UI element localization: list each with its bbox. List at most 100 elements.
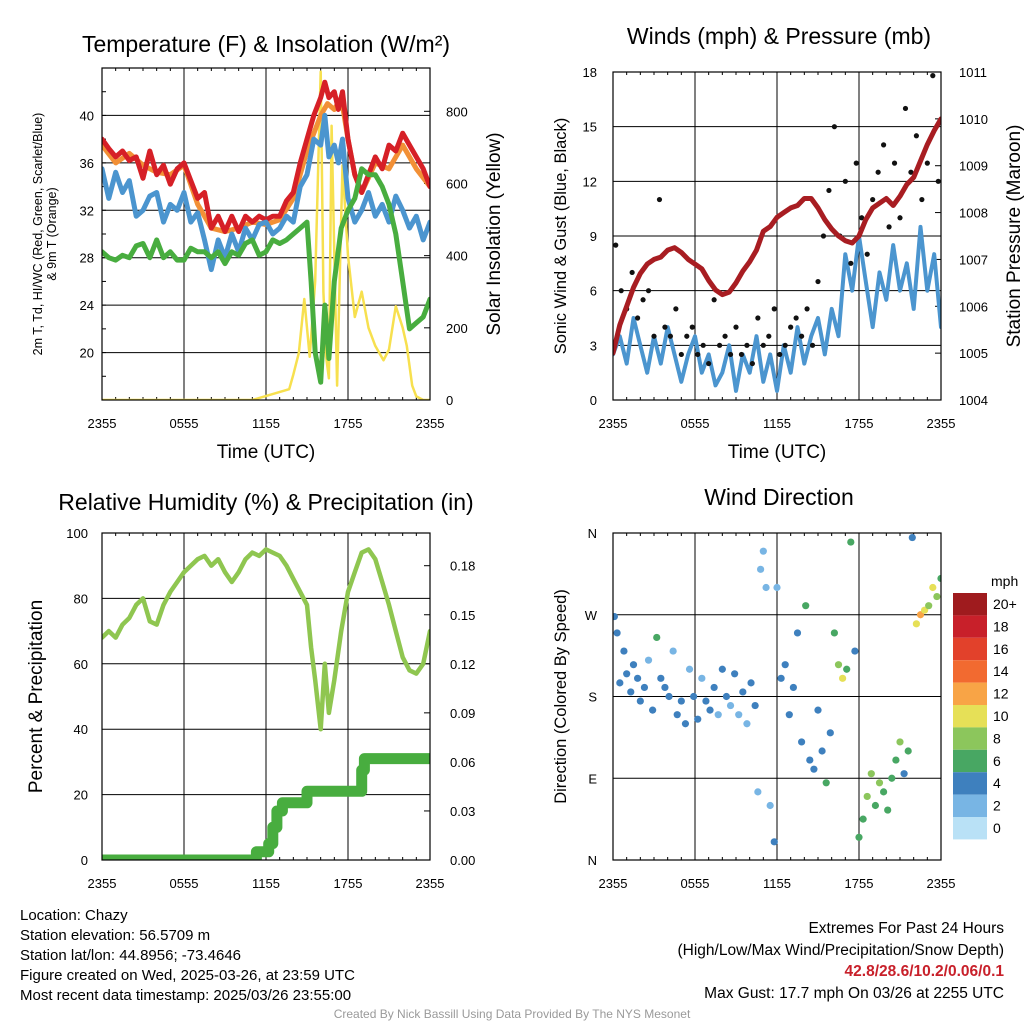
- gust-point: [809, 342, 816, 348]
- extremes-title: Extremes For Past 24 Hours: [808, 920, 1004, 937]
- direction-point: [665, 692, 673, 701]
- direction-point: [826, 729, 834, 737]
- direction-point: [770, 838, 778, 846]
- plot-border: [612, 71, 942, 401]
- plot-area: [102, 70, 430, 400]
- x-tick-label: 2355: [927, 876, 956, 891]
- direction-point: [629, 661, 638, 669]
- y-tick-label: 18: [583, 65, 597, 80]
- y-tick-label: 40: [80, 108, 94, 123]
- direction-point: [785, 711, 793, 719]
- direction-point: [636, 697, 644, 705]
- y-right-tick-label: 0: [446, 393, 453, 408]
- direction-point: [888, 774, 896, 782]
- gust-point: [695, 351, 701, 358]
- direction-point: [814, 706, 822, 714]
- gust-point: [831, 124, 838, 130]
- gust-point: [782, 342, 788, 348]
- x-tick-label: 1155: [763, 416, 791, 431]
- direction-point: [754, 788, 762, 796]
- gust-point: [820, 233, 827, 239]
- figure-created: Figure created on Wed, 2025-03-26, at 23…: [20, 967, 355, 984]
- gust-point: [629, 269, 635, 276]
- direction-point: [757, 565, 765, 573]
- y-right-tick-label: 1005: [959, 346, 988, 361]
- x-tick-label: 2355: [88, 416, 117, 431]
- gust-point: [711, 297, 717, 303]
- direction-point: [702, 697, 710, 705]
- plot-area: [613, 73, 941, 393]
- gust-point: [662, 324, 668, 330]
- legend-swatch: [953, 817, 987, 840]
- series-line-hi-wc: [102, 112, 430, 273]
- series-line-relative-humidity: [102, 547, 430, 732]
- x-tick-label: 2355: [88, 876, 117, 891]
- y-right-tick-label: 600: [446, 176, 468, 191]
- x-tick-label: 0555: [170, 416, 199, 431]
- gust-point: [930, 73, 936, 79]
- gust-point: [689, 324, 695, 330]
- gust-point: [891, 160, 898, 166]
- direction-point: [694, 715, 702, 723]
- legend-swatch: [953, 682, 987, 705]
- direction-point: [649, 706, 657, 714]
- direction-point: [793, 629, 802, 637]
- x-tick-label: 1155: [252, 416, 280, 431]
- gust-point: [640, 297, 646, 303]
- y-right-tick-label: 0.15: [450, 608, 475, 623]
- y-right-tick-label: 0.03: [450, 804, 475, 819]
- plot-border: [612, 532, 942, 861]
- direction-point: [747, 679, 755, 687]
- gust-point: [870, 196, 876, 203]
- gust-point: [722, 333, 728, 339]
- gust-point: [733, 324, 739, 330]
- panel-title: Relative Humidity (%) & Precipitation (i…: [58, 489, 473, 515]
- gust-point: [788, 324, 794, 330]
- direction-point: [731, 670, 739, 678]
- x-axis-label: Time (UTC): [217, 442, 316, 463]
- legend-swatch: [953, 660, 987, 683]
- direction-point: [855, 833, 863, 841]
- gust-point: [678, 351, 684, 358]
- series-line-station-pressure: [613, 116, 941, 356]
- direction-point: [726, 701, 735, 710]
- gust-point: [875, 169, 881, 175]
- y-right-tick-label: 0.06: [450, 755, 475, 770]
- y-right-tick-label: 1004: [959, 393, 988, 408]
- direction-point: [623, 670, 631, 678]
- direction-point: [789, 683, 798, 692]
- direction-point: [616, 679, 624, 687]
- gust-point: [738, 351, 745, 358]
- gust-point: [755, 315, 761, 321]
- series-line-precipitation: [102, 753, 430, 860]
- extremes-block: Extremes For Past 24 Hours (High/Low/Max…: [678, 918, 1005, 1004]
- y-right-tick-label: 1008: [959, 206, 988, 221]
- y-right-tick-label: 0.18: [450, 559, 475, 574]
- gust-point: [700, 342, 706, 348]
- gust-point: [717, 342, 723, 348]
- gust-point: [864, 251, 870, 257]
- direction-point: [908, 533, 916, 542]
- direction-point: [762, 583, 770, 592]
- direction-point: [859, 815, 867, 823]
- direction-point: [875, 779, 884, 787]
- y-right-axis-label: Station Pressure (Maroon): [1004, 125, 1024, 348]
- gust-point: [656, 196, 663, 203]
- y-tick-label: 6: [590, 284, 597, 299]
- x-tick-label: 1755: [845, 416, 874, 431]
- legend-label: 6: [993, 753, 1001, 769]
- winds-pressure-panel: 2355 0555 1155 1755 2355 Winds (mph) & Pressu…: [552, 23, 1024, 463]
- gust-point: [651, 333, 657, 339]
- gust-point: [645, 288, 652, 294]
- gust-point: [744, 342, 750, 348]
- y-tick-label: E: [588, 771, 597, 786]
- legend-swatch: [953, 637, 987, 661]
- y-tick-label: 24: [80, 298, 94, 313]
- legend-swatch: [953, 705, 987, 728]
- y-tick-label: 9: [590, 229, 597, 244]
- y-axis-label: Direction (Colored By Speed): [552, 589, 570, 804]
- direction-point: [751, 701, 759, 710]
- plot-area: [613, 533, 941, 846]
- direction-point: [640, 683, 649, 692]
- y-axis-label: Percent & Precipitation: [26, 600, 47, 793]
